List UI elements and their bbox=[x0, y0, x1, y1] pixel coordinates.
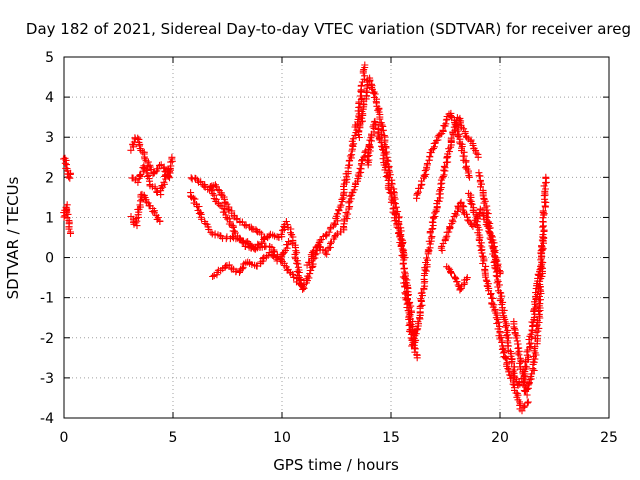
series-s8 bbox=[209, 238, 292, 280]
series-markers bbox=[209, 238, 292, 280]
x-tick-label: 0 bbox=[60, 430, 69, 446]
series-s15 bbox=[413, 109, 473, 202]
series-s11 bbox=[303, 141, 373, 269]
chart-title: Day 182 of 2021, Sidereal Day-to-day VTE… bbox=[26, 20, 631, 38]
y-tick-label: -4 bbox=[40, 411, 54, 427]
x-tick-label: 25 bbox=[600, 430, 618, 446]
series-markers bbox=[60, 201, 74, 237]
series-markers bbox=[60, 154, 74, 182]
x-axis-label: GPS time / hours bbox=[273, 456, 399, 474]
series-markers bbox=[283, 61, 369, 293]
y-tick-label: -3 bbox=[40, 371, 54, 387]
series-markers bbox=[187, 189, 306, 290]
series-s14 bbox=[399, 114, 482, 350]
series-s20 bbox=[443, 263, 471, 294]
series-markers bbox=[207, 183, 290, 252]
y-tick-label: 1 bbox=[45, 210, 54, 226]
series-markers bbox=[363, 117, 421, 362]
data-points bbox=[60, 61, 550, 415]
series-s13 bbox=[363, 117, 421, 362]
y-tick-label: 4 bbox=[45, 90, 54, 106]
series-s5 bbox=[127, 190, 164, 230]
y-tick-label: -1 bbox=[40, 291, 54, 307]
y-tick-label: 2 bbox=[45, 170, 54, 186]
series-s19 bbox=[510, 173, 550, 399]
series-markers bbox=[443, 263, 471, 294]
series-markers bbox=[127, 190, 164, 230]
series-s1 bbox=[60, 154, 74, 182]
y-tick-label: 0 bbox=[45, 251, 54, 267]
series-s4 bbox=[128, 162, 173, 199]
series-markers bbox=[413, 109, 473, 202]
series-s2 bbox=[60, 201, 74, 237]
series-markers bbox=[128, 162, 173, 199]
y-axis-label: SDTVAR / TECUs bbox=[4, 176, 22, 299]
x-tick-label: 10 bbox=[273, 430, 291, 446]
series-markers bbox=[187, 174, 269, 241]
series-markers bbox=[510, 173, 550, 399]
axis-ticks: 0 5 10 15 20 25 -4 -3 -2 -1 0 1 2 3 4 5 bbox=[40, 50, 618, 446]
series-s9 bbox=[207, 183, 290, 252]
series-s10 bbox=[283, 61, 369, 293]
y-tick-label: -2 bbox=[40, 331, 54, 347]
series-markers bbox=[303, 141, 373, 269]
y-tick-label: 3 bbox=[45, 130, 54, 146]
series-s7 bbox=[187, 189, 306, 290]
series-s17 bbox=[465, 189, 532, 415]
plot-frame bbox=[63, 56, 610, 419]
x-tick-label: 20 bbox=[491, 430, 509, 446]
series-s6 bbox=[187, 174, 269, 241]
x-tick-label: 15 bbox=[382, 430, 400, 446]
series-markers bbox=[399, 114, 482, 350]
series-markers bbox=[465, 189, 532, 415]
x-tick-label: 5 bbox=[169, 430, 178, 446]
y-tick-label: 5 bbox=[45, 50, 54, 66]
